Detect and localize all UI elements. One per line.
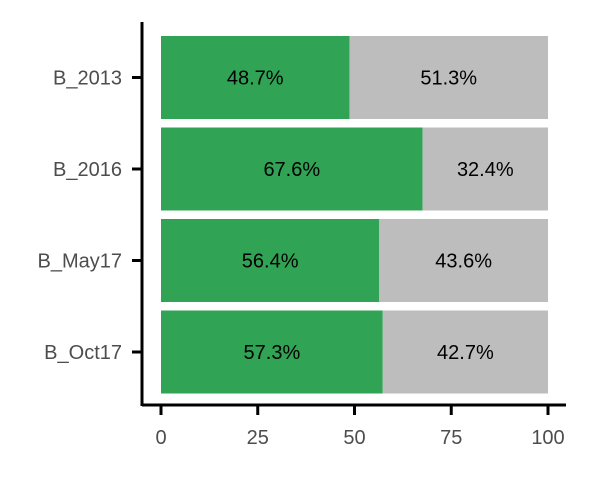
y-tick-label: B_2013 — [53, 68, 122, 90]
data-label: 42.7% — [437, 342, 494, 364]
data-label: 43.6% — [435, 251, 492, 273]
x-tick-label: 25 — [247, 427, 269, 449]
y-ticks-layer: B_2013 B_2016 B_May17 B_Oct17 — [38, 68, 142, 364]
x-tick-label: 75 — [440, 427, 462, 449]
bar-segment-2 — [422, 127, 548, 211]
x-tick-label: 50 — [343, 427, 365, 449]
data-label: 56.4% — [242, 251, 299, 273]
bar-segment-1 — [161, 310, 383, 394]
data-label: 48.7% — [227, 68, 284, 90]
bar-segment-2 — [349, 36, 548, 119]
x-ticks-layer: 0 25 50 75 100 — [155, 405, 565, 449]
y-tick-label: B_Oct17 — [44, 342, 122, 364]
bar-segment-2 — [379, 219, 548, 302]
y-tick-label: B_2016 — [53, 159, 122, 181]
x-tick-label: 100 — [531, 427, 564, 449]
data-labels-layer: 48.7% 51.3% 67.6% 32.4% 56.4% 43.6% 57.3% 42.7% — [227, 68, 514, 365]
x-tick-label: 0 — [155, 427, 166, 449]
bar-segment-1 — [161, 36, 350, 119]
data-label: 32.4% — [457, 159, 514, 181]
data-label: 57.3% — [244, 342, 301, 364]
bar-segment-1 — [161, 127, 423, 211]
bar-segment-2 — [382, 310, 548, 394]
data-label: 67.6% — [263, 159, 320, 181]
bar-segment-1 — [161, 219, 380, 302]
y-tick-label: B_May17 — [38, 251, 123, 273]
data-label: 51.3% — [420, 68, 477, 90]
bars-layer — [161, 36, 548, 394]
